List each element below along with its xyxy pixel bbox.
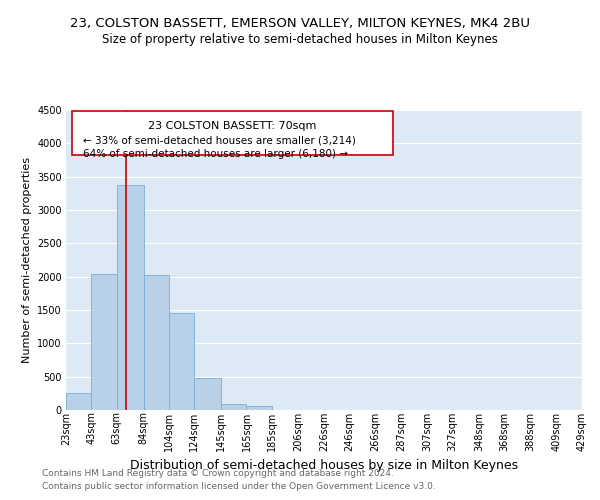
Bar [91, 274, 117, 410]
FancyBboxPatch shape [73, 112, 392, 156]
Y-axis label: Number of semi-detached properties: Number of semi-detached properties [22, 157, 32, 363]
Text: Size of property relative to semi-detached houses in Milton Keynes: Size of property relative to semi-detach… [102, 32, 498, 46]
Text: 23, COLSTON BASSETT, EMERSON VALLEY, MILTON KEYNES, MK4 2BU: 23, COLSTON BASSETT, EMERSON VALLEY, MIL… [70, 18, 530, 30]
X-axis label: Distribution of semi-detached houses by size in Milton Keynes: Distribution of semi-detached houses by … [130, 459, 518, 472]
Text: Contains HM Land Registry data © Crown copyright and database right 2024.: Contains HM Land Registry data © Crown c… [42, 468, 394, 477]
Text: 64% of semi-detached houses are larger (6,180) →: 64% of semi-detached houses are larger (… [83, 148, 347, 158]
Text: ← 33% of semi-detached houses are smaller (3,214): ← 33% of semi-detached houses are smalle… [83, 136, 355, 145]
Text: Contains public sector information licensed under the Open Government Licence v3: Contains public sector information licen… [42, 482, 436, 491]
Bar [194, 378, 221, 410]
Bar [66, 393, 91, 410]
Bar [143, 276, 169, 410]
Bar [247, 406, 272, 410]
Bar [117, 186, 143, 410]
Bar [221, 404, 247, 410]
Text: 23 COLSTON BASSETT: 70sqm: 23 COLSTON BASSETT: 70sqm [148, 122, 317, 132]
Bar [169, 314, 194, 410]
